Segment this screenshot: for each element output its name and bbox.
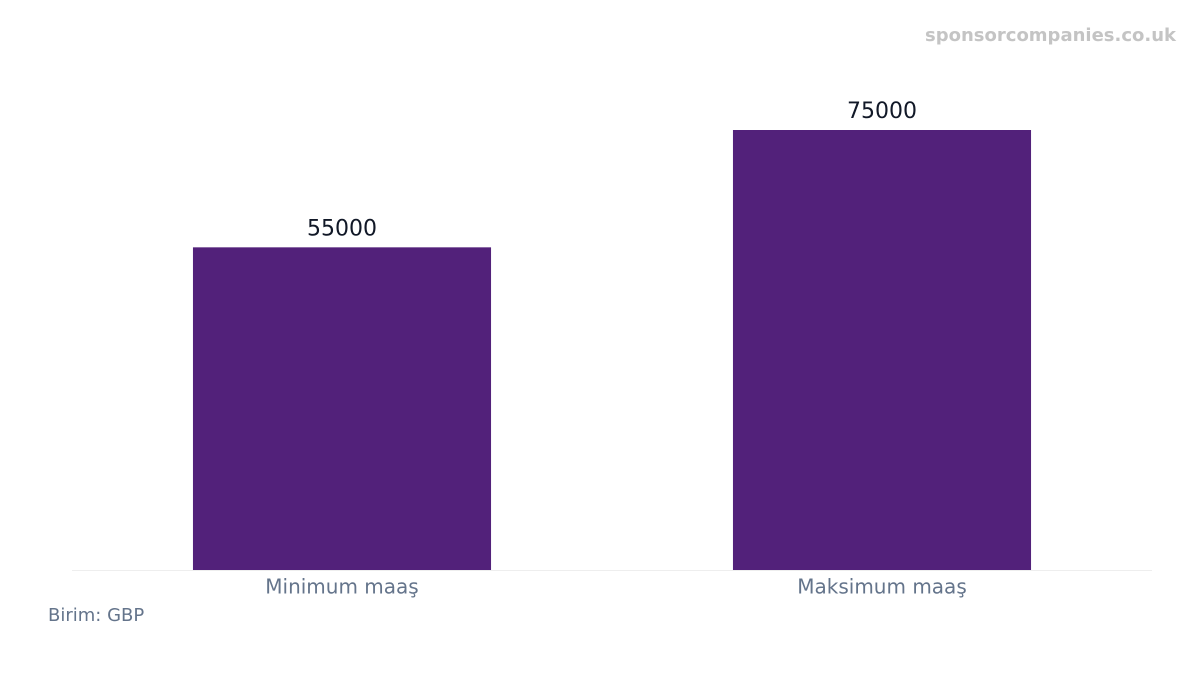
value-label: 75000 — [847, 99, 917, 124]
x-tick-label: Maksimum maaş — [797, 575, 966, 599]
bar — [732, 130, 1032, 570]
value-label: 55000 — [307, 216, 377, 241]
x-tick-label: Minimum maaş — [265, 575, 418, 599]
bar — [192, 247, 492, 571]
unit-note: Birim: GBP — [48, 605, 144, 626]
watermark: sponsorcompanies.co.uk — [925, 25, 1177, 46]
